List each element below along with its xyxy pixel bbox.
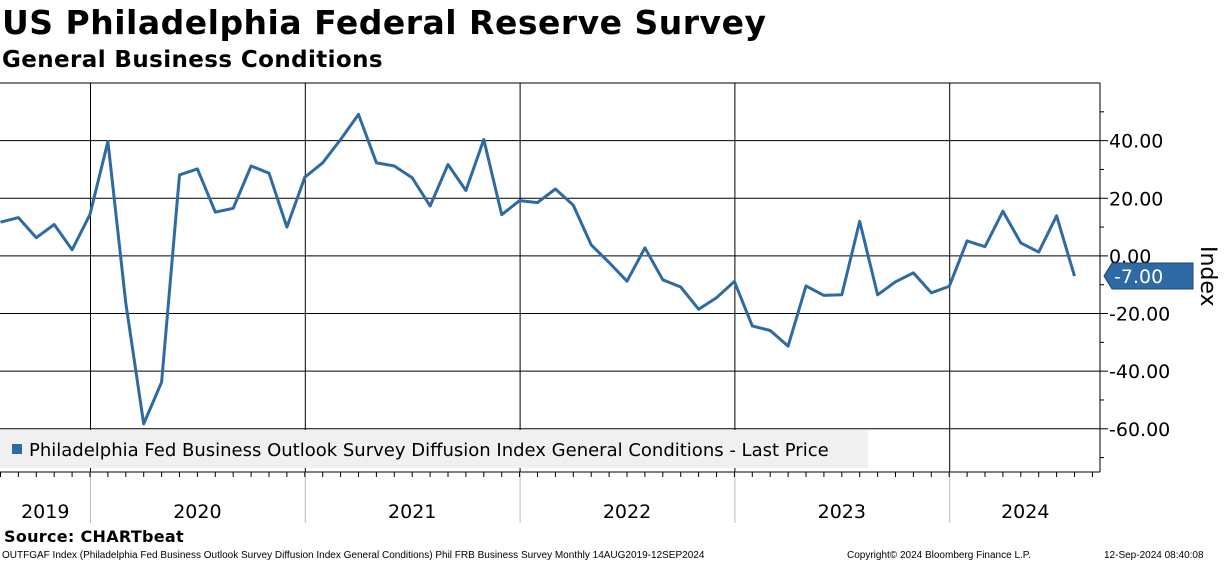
legend-swatch: [12, 444, 22, 454]
y-tick-label: -40.00: [1109, 361, 1170, 383]
last-price-tag-shape: [1103, 262, 1194, 290]
y-axis: 40.00 20.00 0.00 -20.00 -40.00 -60.00: [1100, 111, 1170, 459]
x-tick-label: 2023: [818, 501, 866, 523]
x-tick-label: 2022: [603, 501, 651, 523]
y-tick-label: 0.00: [1109, 246, 1151, 268]
x-tick-label: 2019: [21, 501, 69, 523]
footer-timestamp: 12-Sep-2024 08:40:08: [1104, 550, 1204, 561]
y-tick-label: 20.00: [1109, 188, 1163, 210]
x-tick-label: 2021: [388, 501, 436, 523]
y-tick-label: 40.00: [1109, 131, 1163, 153]
x-tick-label: 2020: [173, 501, 221, 523]
legend-label: Philadelphia Fed Business Outlook Survey…: [29, 440, 829, 461]
last-price-tag-label: -7.00: [1114, 266, 1163, 288]
series-layer: [0, 112, 1076, 426]
last-price-tag: -7.00: [1103, 262, 1194, 290]
legend: Philadelphia Fed Business Outlook Survey…: [0, 430, 868, 468]
legend-background: [0, 430, 868, 468]
source-note: Source: CHARTbeat: [4, 527, 184, 546]
chart-title: US Philadelphia Federal Reserve Survey: [2, 3, 767, 42]
x-axis: 2019 2020 2021 2022 2023 2024: [0, 472, 1093, 523]
footer-description: OUTFGAF Index (Philadelphia Fed Business…: [2, 550, 705, 561]
x-tick-label: 2024: [1001, 501, 1049, 523]
footer-copyright: Copyright© 2024 Bloomberg Finance L.P.: [847, 550, 1031, 561]
chart-subtitle: General Business Conditions: [2, 47, 383, 73]
y-axis-label: Index: [1195, 246, 1220, 307]
y-tick-label: -20.00: [1109, 304, 1170, 326]
grid: [0, 82, 1101, 473]
series-line: [0, 112, 1076, 426]
y-tick-label: -60.00: [1109, 419, 1170, 441]
